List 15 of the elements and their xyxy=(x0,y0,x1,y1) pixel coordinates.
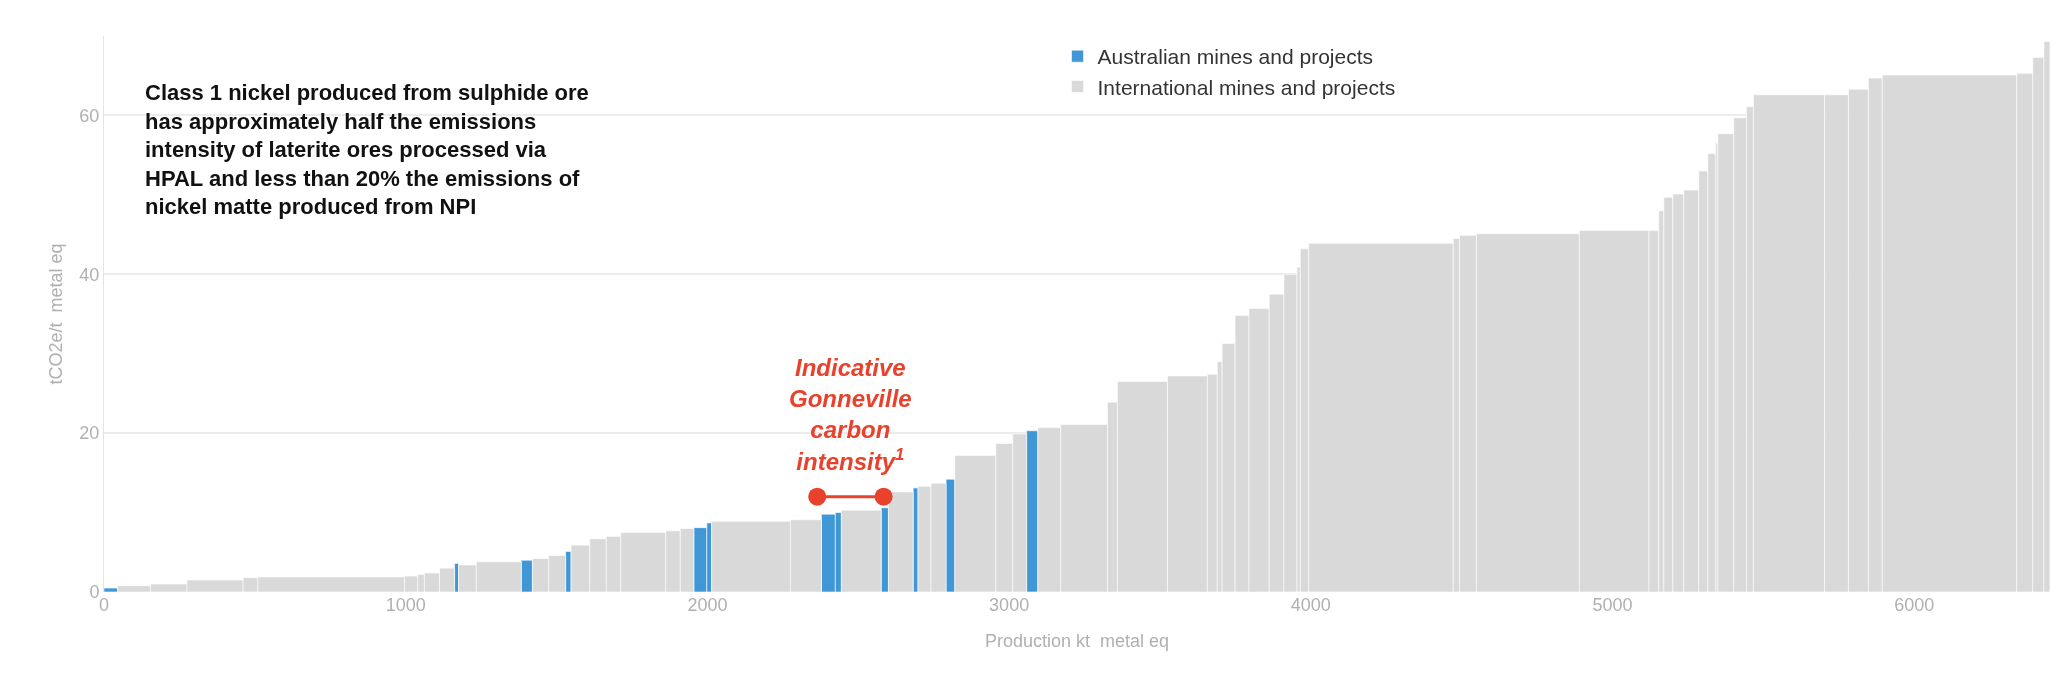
x-tick-label: 1000 xyxy=(385,595,426,615)
legend-label: Australian mines and projects xyxy=(1097,45,1374,69)
x-axis-title: Production kt metal eq xyxy=(984,631,1170,652)
y-tick-label: 20 xyxy=(79,423,100,444)
annotation: Class 1 nickel produced from sulphide ore has approximately half the emissions intensity of laterite ores processed via HPAL and less than 20% the emissions of nickel matte produced from NPI xyxy=(145,80,589,220)
x-tick-label: 3000 xyxy=(989,595,1030,615)
x-tick-label: 4000 xyxy=(1290,595,1331,615)
x-tick-label: 5000 xyxy=(1592,595,1633,615)
x-tick-label: 2000 xyxy=(687,595,728,615)
y-axis-title: tCO2e/t metal eq xyxy=(45,243,66,385)
x-tick-label: 6000 xyxy=(1894,595,1935,615)
y-tick-label: 40 xyxy=(79,264,100,285)
annotation: Indicative Gonneville carbon intensity$^{1}$ xyxy=(789,354,912,475)
legend-label: International mines and projects xyxy=(1097,75,1396,99)
y-tick-label: 60 xyxy=(79,105,100,126)
